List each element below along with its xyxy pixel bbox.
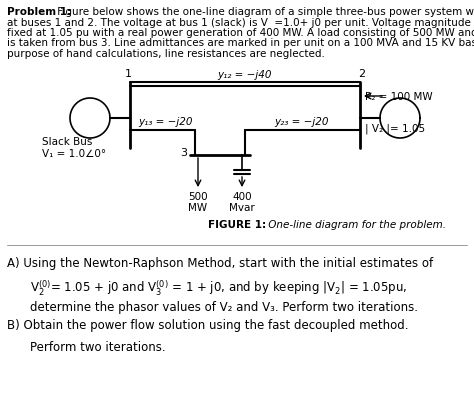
Text: Perform two iterations.: Perform two iterations.: [30, 341, 165, 354]
Text: 500: 500: [188, 192, 208, 202]
Text: Mvar: Mvar: [229, 203, 255, 213]
Text: V₁ = 1.0∠0°: V₁ = 1.0∠0°: [42, 149, 106, 159]
Text: FIGURE 1:: FIGURE 1:: [208, 220, 266, 230]
Text: P₂ = 100 MW: P₂ = 100 MW: [365, 92, 433, 102]
Text: determine the phasor values of V₂ and V₃. Perform two iterations.: determine the phasor values of V₂ and V₃…: [30, 301, 418, 314]
Text: 1: 1: [125, 69, 131, 79]
Text: purpose of hand calculations, line resistances are neglected.: purpose of hand calculations, line resis…: [7, 49, 325, 59]
Text: fixed at 1.05 pu with a real power generation of 400 MW. A load consisting of 50: fixed at 1.05 pu with a real power gener…: [7, 28, 474, 38]
Text: MW: MW: [189, 203, 208, 213]
Text: One-line diagram for the problem.: One-line diagram for the problem.: [265, 220, 446, 230]
Text: Slack Bus: Slack Bus: [42, 137, 92, 147]
Text: 2: 2: [358, 69, 365, 79]
Text: Figure below shows the one-line diagram of a simple three-bus power system with : Figure below shows the one-line diagram …: [54, 7, 474, 17]
Text: Problem 1:: Problem 1:: [7, 7, 71, 17]
Text: B) Obtain the power flow solution using the fast decoupled method.: B) Obtain the power flow solution using …: [7, 319, 409, 332]
Text: y₂₃ = −j20: y₂₃ = −j20: [275, 117, 329, 127]
Text: is taken from bus 3. Line admittances are marked in per unit on a 100 MVA and 15: is taken from bus 3. Line admittances ar…: [7, 39, 474, 49]
Text: y₁₃ = −j20: y₁₃ = −j20: [138, 117, 192, 127]
Text: y₁₂ = −j40: y₁₂ = −j40: [218, 70, 272, 80]
Text: A) Using the Newton-Raphson Method, start with the initial estimates of: A) Using the Newton-Raphson Method, star…: [7, 257, 433, 270]
Text: at buses 1 and 2. The voltage at bus 1 (slack) is V  =1.0+ j0 per unit. Voltage : at buses 1 and 2. The voltage at bus 1 (…: [7, 18, 474, 28]
Text: V$_2^{(0)}$= 1.05 + j0 and V$_3^{(0)}$ = 1 + j0, and by keeping |V$_2$| = 1.05pu: V$_2^{(0)}$= 1.05 + j0 and V$_3^{(0)}$ =…: [30, 279, 407, 298]
Text: | V₂ |= 1.05: | V₂ |= 1.05: [365, 123, 425, 134]
Text: 3: 3: [180, 148, 187, 158]
Text: 400: 400: [232, 192, 252, 202]
